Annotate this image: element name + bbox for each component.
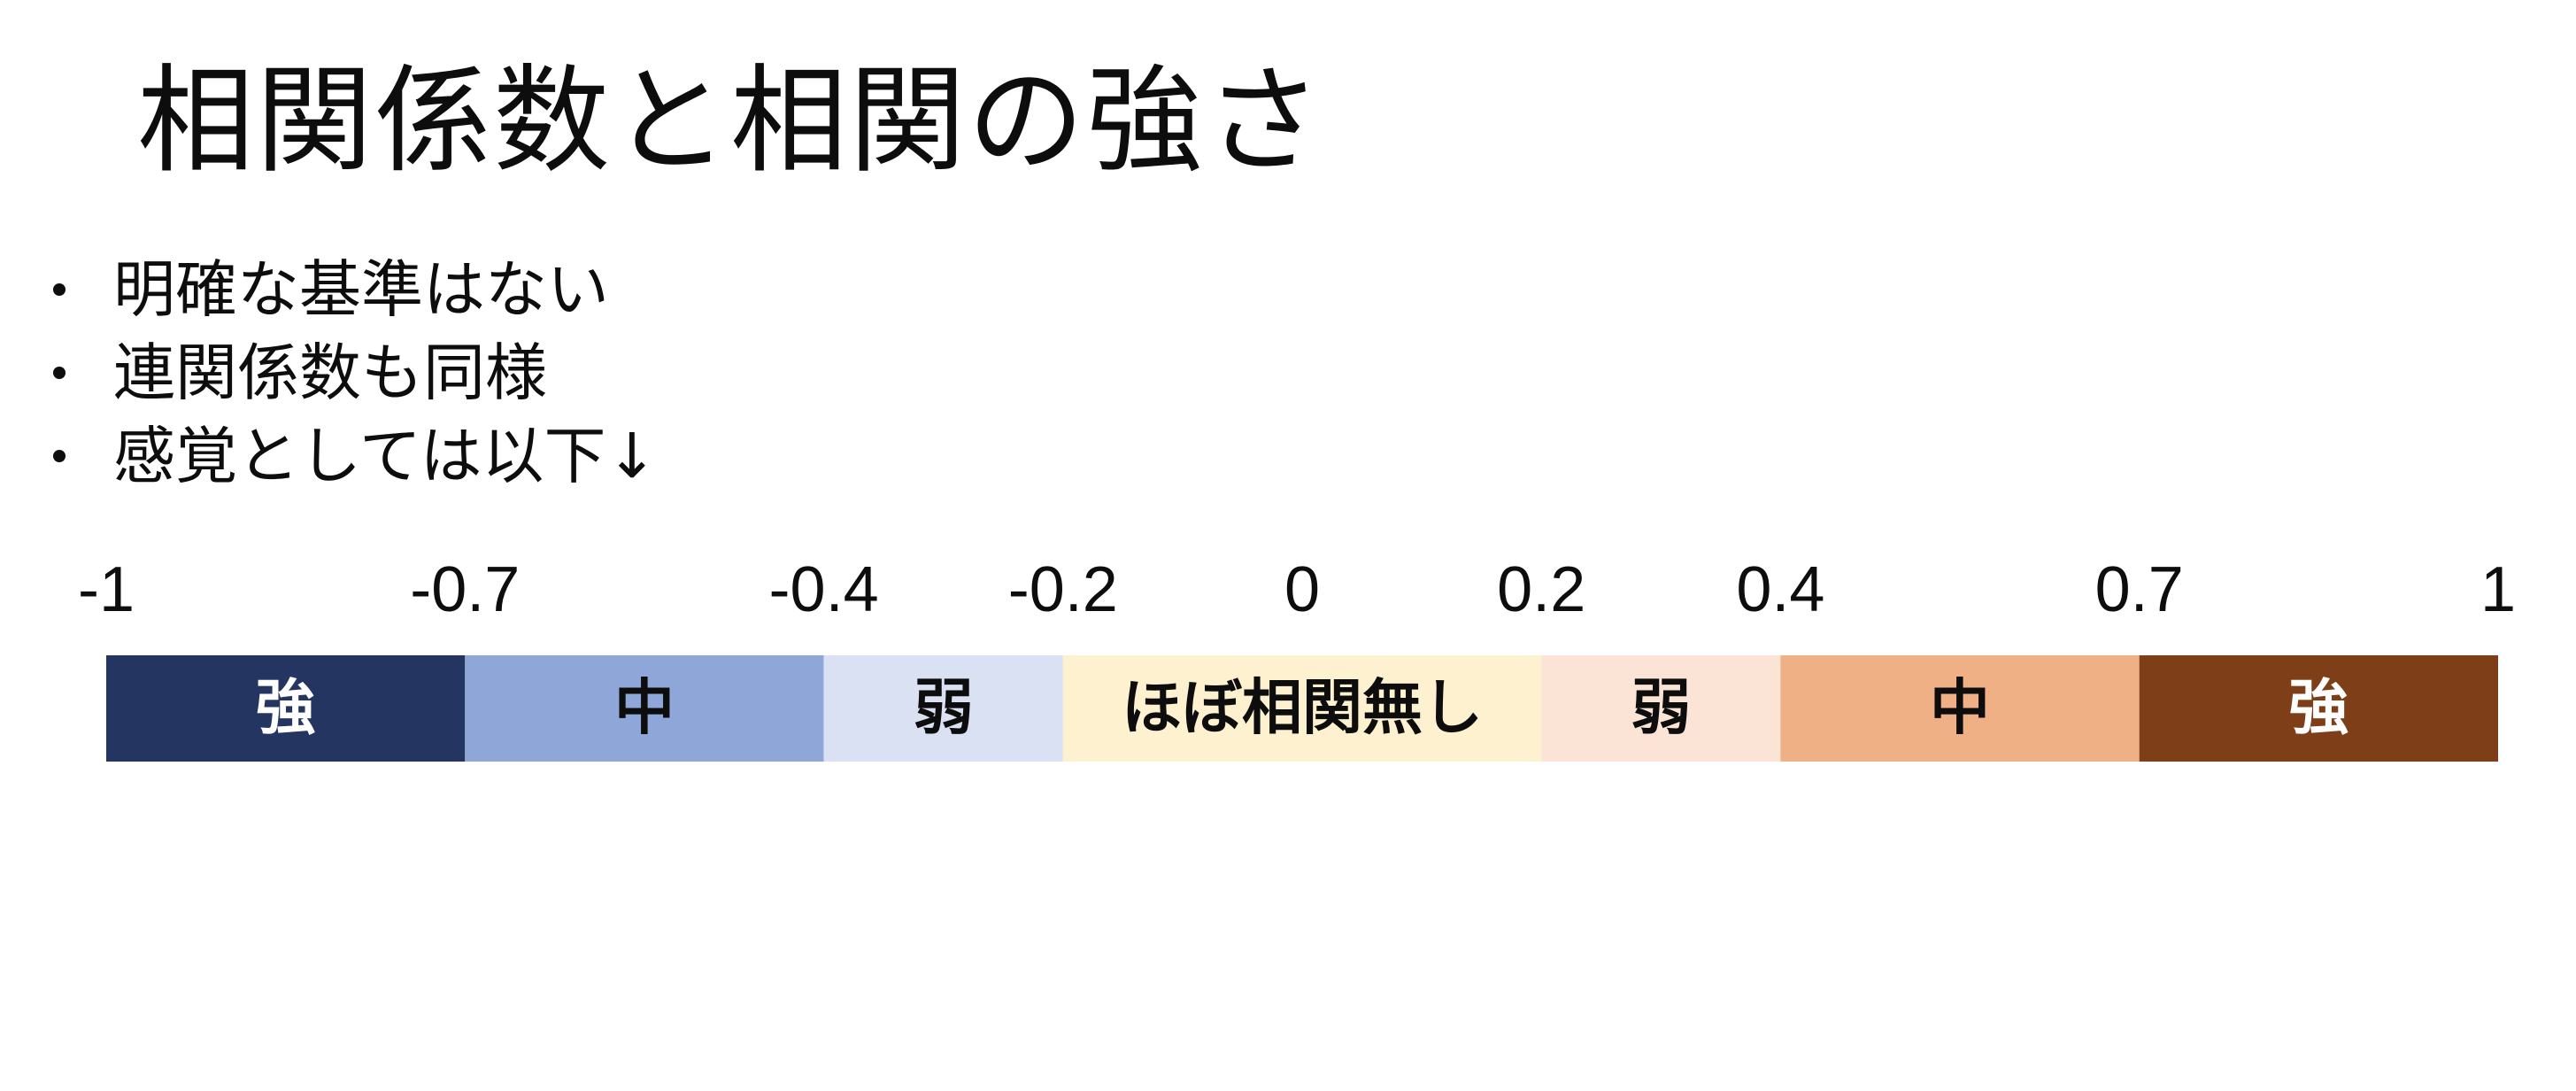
scale-segment bbox=[1062, 655, 1542, 762]
bullet-dot-icon bbox=[53, 450, 66, 462]
scale-tick-label: -0.4 bbox=[769, 554, 879, 625]
scale-segment-label: 弱 bbox=[914, 674, 974, 744]
scale-segment-label: 中 bbox=[1930, 674, 1990, 744]
scale-segment-label: 中 bbox=[614, 674, 675, 744]
scale-segment bbox=[1541, 655, 1781, 762]
bullet-item: 感覚としては以下↓ bbox=[46, 414, 658, 498]
scale-tick-label: -0.7 bbox=[410, 554, 520, 625]
scale-tick-label: -0.2 bbox=[1008, 554, 1118, 625]
bullet-item: 明確な基準はない bbox=[46, 248, 658, 331]
scale-tick-label: 0.4 bbox=[1736, 554, 1824, 625]
bullet-text: 連関係数も同様 bbox=[113, 337, 547, 409]
scale-segment-label: 強 bbox=[2288, 674, 2348, 744]
scale-segment bbox=[2139, 655, 2498, 762]
scale-tick-label: 0 bbox=[1284, 554, 1320, 625]
scale-segment bbox=[823, 655, 1063, 762]
scale-segment-label: 強 bbox=[256, 674, 316, 744]
scale-segment bbox=[106, 655, 466, 762]
bullet-list: 明確な基準はない 連関係数も同様 感覚としては以下↓ bbox=[46, 248, 658, 498]
scale-segment bbox=[465, 655, 824, 762]
slide-title: 相関係数と相関の強さ bbox=[137, 53, 1323, 190]
bullet-dot-icon bbox=[53, 283, 66, 296]
scale-segment-label: 弱 bbox=[1631, 674, 1691, 744]
scale-tick-label: 0.7 bbox=[2095, 554, 2184, 625]
bullet-item: 連関係数も同様 bbox=[46, 331, 658, 414]
scale-segment-label: ほぼ相関無し bbox=[1122, 674, 1483, 744]
scale-tick-labels: -1 -0.7 -0.4 -0.2 0 0.2 0.4 0.7 1 bbox=[78, 554, 2516, 625]
scale-tick-label: 1 bbox=[2480, 554, 2516, 625]
scale-segments: 強 中 弱 ほぼ相関無し 弱 中 強 bbox=[106, 655, 2498, 762]
bullet-text: 感覚としては以下↓ bbox=[113, 420, 659, 492]
bullet-text: 明確な基準はない bbox=[113, 253, 609, 326]
scale-tick-label: 0.2 bbox=[1497, 554, 1585, 625]
bullet-dot-icon bbox=[53, 367, 66, 379]
scale-segment bbox=[1780, 655, 2140, 762]
scale-tick-label: -1 bbox=[78, 554, 135, 625]
